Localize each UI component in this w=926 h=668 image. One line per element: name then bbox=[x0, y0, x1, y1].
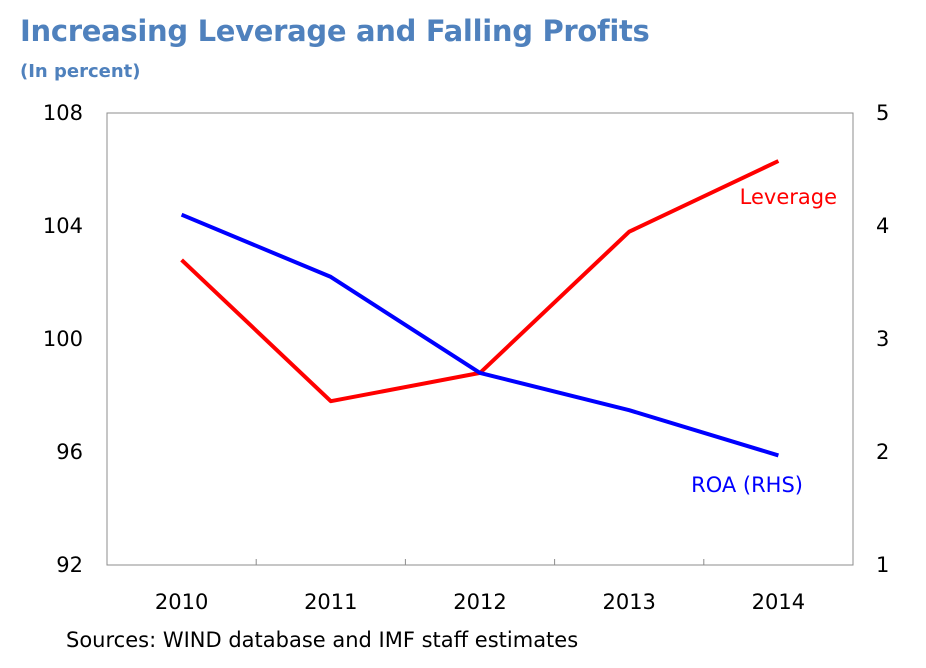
roa-rhs-label: ROA (RHS) bbox=[691, 473, 803, 497]
axes: 92 96 100 104 108 1 2 3 4 5 2010 2011 2012 2013 2014 bbox=[43, 101, 889, 614]
y-left-tick-label: 108 bbox=[43, 101, 83, 125]
x-tick-label: 2011 bbox=[304, 590, 357, 614]
x-tick-label: 2012 bbox=[453, 590, 506, 614]
roa-rhs-line bbox=[180, 212, 779, 458]
leverage-label: Leverage bbox=[740, 185, 837, 209]
y-right-tick-label: 5 bbox=[876, 101, 889, 125]
y-right-tick-label: 3 bbox=[876, 327, 889, 351]
plot-frame bbox=[106, 112, 854, 566]
y-left-tick-label: 100 bbox=[43, 327, 83, 351]
series-labels: Leverage ROA (RHS) bbox=[691, 185, 837, 497]
chart-title: Increasing Leverage and Falling Profits bbox=[20, 14, 650, 48]
y-left-tick-label: 96 bbox=[56, 440, 83, 464]
y-right-tick-label: 2 bbox=[876, 440, 889, 464]
x-tick-label: 2013 bbox=[602, 590, 655, 614]
y-right-tick-label: 4 bbox=[876, 214, 889, 238]
chart-subtitle: (In percent) bbox=[20, 61, 141, 82]
x-tick-label: 2014 bbox=[752, 590, 805, 614]
y-right-tick-label: 1 bbox=[876, 553, 889, 577]
x-tick-label: 2010 bbox=[155, 590, 208, 614]
y-left-tick-label: 92 bbox=[56, 553, 83, 577]
leverage-line bbox=[180, 159, 780, 404]
y-left-tick-label: 104 bbox=[43, 214, 83, 238]
source-note: Sources: WIND database and IMF staff est… bbox=[66, 628, 579, 652]
series-lines bbox=[180, 159, 780, 458]
